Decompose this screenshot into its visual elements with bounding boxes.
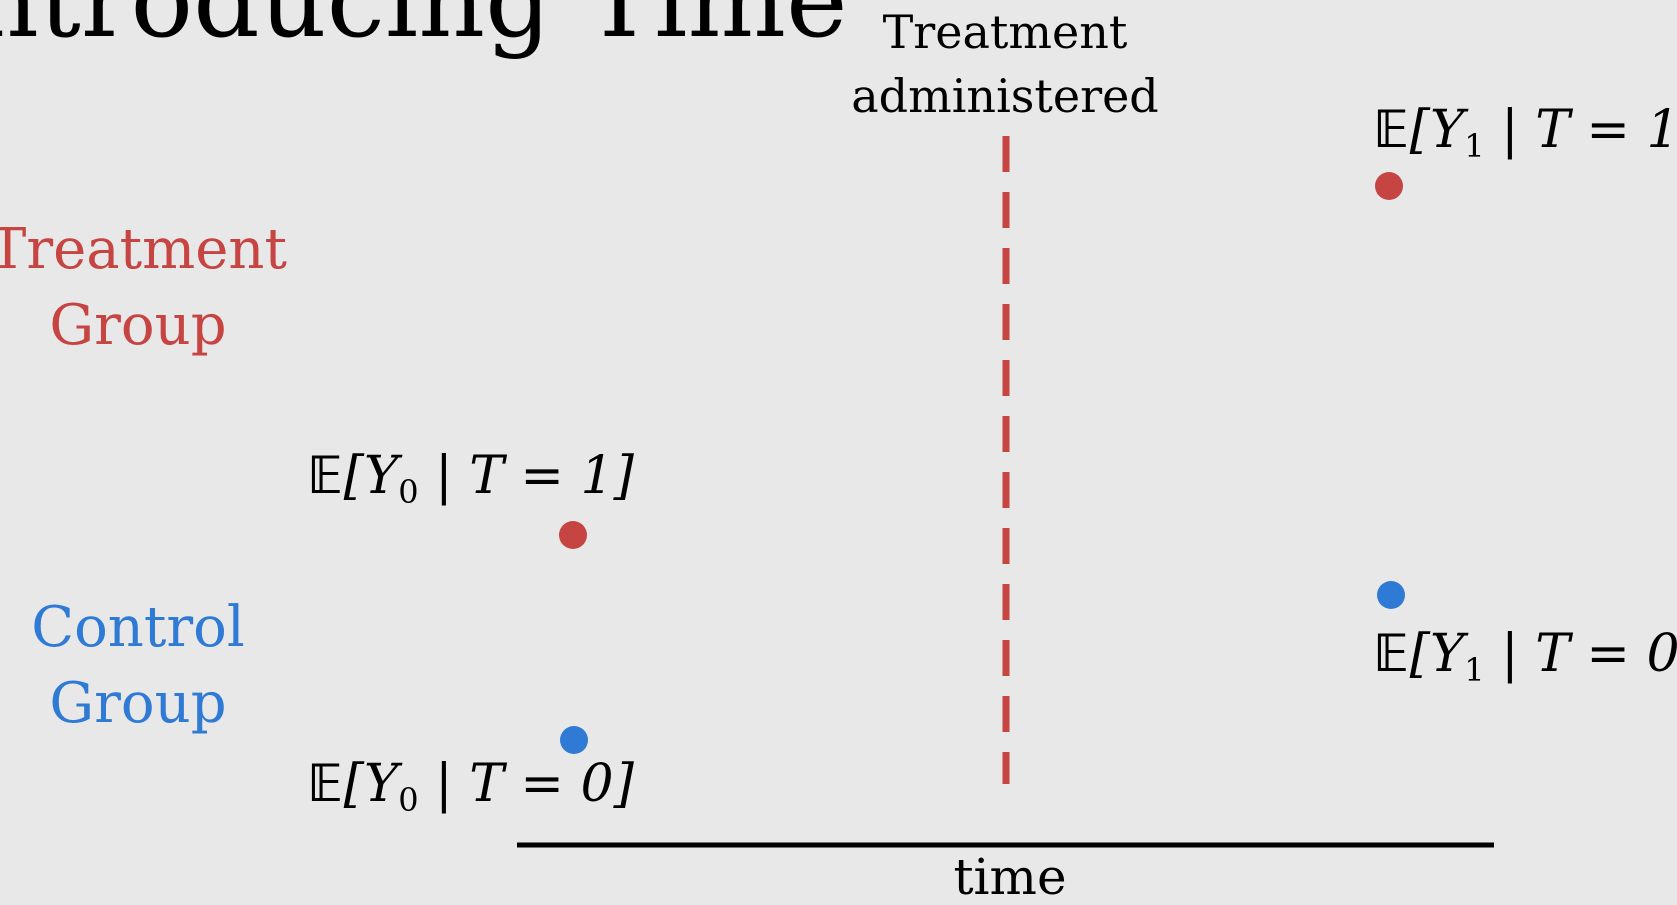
label-y0-given-t0: 𝔼[Y0 | T = 0] bbox=[308, 758, 634, 816]
control-group-line2: Group bbox=[49, 671, 227, 736]
label-y0-given-t1: 𝔼[Y0 | T = 1] bbox=[308, 450, 634, 508]
close-bracket: ] bbox=[613, 446, 634, 506]
outcome-var: Y bbox=[1429, 624, 1465, 684]
outcome-subscript: 1 bbox=[1464, 127, 1485, 165]
open-bracket: [ bbox=[343, 446, 364, 506]
treatment-administered-label: Treatment administered bbox=[840, 0, 1170, 128]
expectation-symbol: 𝔼 bbox=[1374, 100, 1410, 160]
condition: | T = 1 bbox=[418, 446, 614, 506]
point-y0-t0 bbox=[560, 726, 588, 754]
treatment-group-label: Treatment Group bbox=[0, 212, 288, 364]
open-bracket: [ bbox=[1409, 624, 1430, 684]
outcome-var: Y bbox=[1429, 100, 1465, 160]
outcome-subscript: 0 bbox=[398, 473, 419, 511]
control-group-line1: Control bbox=[31, 595, 245, 660]
expectation-symbol: 𝔼 bbox=[308, 754, 344, 814]
expectation-symbol: 𝔼 bbox=[308, 446, 344, 506]
label-y1-given-t0: 𝔼[Y1 | T = 0] bbox=[1374, 628, 1677, 686]
time-axis-label: time bbox=[953, 848, 1067, 905]
label-y1-given-t1: 𝔼[Y1 | T = 1] bbox=[1374, 104, 1677, 162]
point-y1-t0 bbox=[1377, 581, 1405, 609]
treatment-administered-line2: administered bbox=[851, 69, 1159, 123]
expectation-symbol: 𝔼 bbox=[1374, 624, 1410, 684]
point-y0-t1 bbox=[559, 521, 587, 549]
condition: | T = 0 bbox=[1484, 624, 1677, 684]
condition: | T = 1 bbox=[1484, 100, 1677, 160]
control-group-label: Control Group bbox=[0, 590, 288, 742]
outcome-subscript: 1 bbox=[1464, 651, 1485, 689]
close-bracket: ] bbox=[613, 754, 634, 814]
outcome-subscript: 0 bbox=[398, 781, 419, 819]
treatment-administered-line1: Treatment bbox=[882, 5, 1128, 59]
open-bracket: [ bbox=[343, 754, 364, 814]
condition: | T = 0 bbox=[418, 754, 614, 814]
treatment-group-line1: Treatment bbox=[0, 217, 287, 282]
open-bracket: [ bbox=[1409, 100, 1430, 160]
point-y1-t1 bbox=[1375, 172, 1403, 200]
outcome-var: Y bbox=[363, 754, 399, 814]
slide-title: ntroducing Time bbox=[0, 0, 848, 61]
outcome-var: Y bbox=[363, 446, 399, 506]
treatment-group-line2: Group bbox=[49, 293, 227, 358]
